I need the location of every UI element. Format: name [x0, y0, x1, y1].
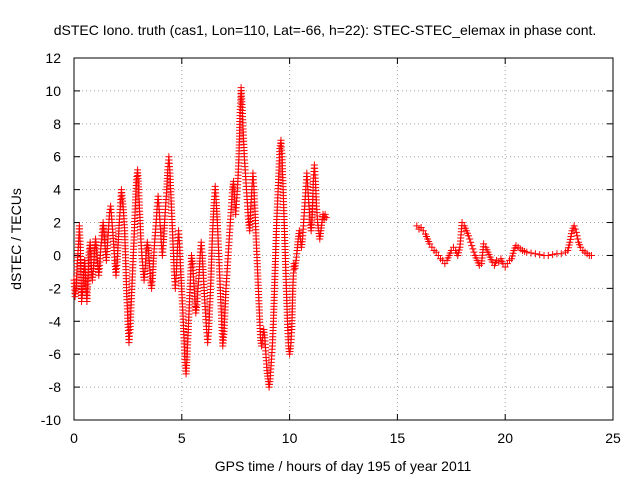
data-point [527, 249, 535, 257]
data-point [549, 251, 557, 259]
data-point [470, 248, 478, 256]
data-point [536, 251, 544, 259]
y-tick-label: 10 [45, 83, 61, 99]
data-point [321, 210, 329, 218]
data-point [572, 228, 580, 236]
y-tick-label: -4 [49, 313, 62, 329]
y-tick-label: 12 [45, 50, 61, 66]
data-point [523, 248, 531, 256]
data-points [70, 84, 595, 391]
data-point [531, 250, 539, 258]
data-point [567, 230, 575, 238]
y-tick-label: 0 [53, 247, 61, 263]
plot-frame [73, 57, 614, 421]
data-point [465, 232, 473, 240]
data-point [322, 214, 330, 222]
data-point [567, 233, 575, 241]
y-tick-label: 2 [53, 215, 61, 231]
x-tick-label: 20 [497, 430, 513, 446]
data-point [573, 232, 581, 240]
axis-ticks: 0 5 10 15 20 25 -10 -8 -6 -4 -2 0 2 4 6 8 10 12 [41, 50, 621, 446]
x-tick-label: 5 [178, 430, 186, 446]
y-axis-label: dSTEC / TECUs [8, 188, 24, 290]
chart-title: dSTEC Iono. truth (cas1, Lon=110, Lat=-6… [54, 22, 597, 38]
y-tick-label: 4 [53, 182, 61, 198]
data-point [557, 250, 565, 258]
y-tick-label: 6 [53, 149, 61, 165]
data-point [570, 222, 578, 230]
data-point [469, 245, 477, 253]
y-tick-label: -6 [49, 346, 62, 362]
data-point [587, 251, 595, 259]
data-point [571, 225, 579, 233]
x-tick-label: 0 [70, 430, 78, 446]
x-axis-label: GPS time / hours of day 195 of year 2011 [215, 458, 472, 474]
data-point [468, 242, 476, 250]
y-tick-label: -2 [49, 280, 62, 296]
y-tick-label: -10 [41, 412, 61, 428]
y-tick-label: 8 [53, 116, 61, 132]
data-point [566, 235, 574, 243]
data-point [566, 238, 574, 246]
x-tick-label: 10 [282, 430, 298, 446]
x-tick-label: 15 [390, 430, 406, 446]
data-point [466, 235, 474, 243]
grid-lines [74, 58, 613, 420]
y-tick-label: -8 [49, 379, 62, 395]
data-point [544, 251, 552, 259]
x-tick-label: 25 [605, 430, 621, 446]
data-point [467, 238, 475, 246]
data-point [574, 235, 582, 243]
